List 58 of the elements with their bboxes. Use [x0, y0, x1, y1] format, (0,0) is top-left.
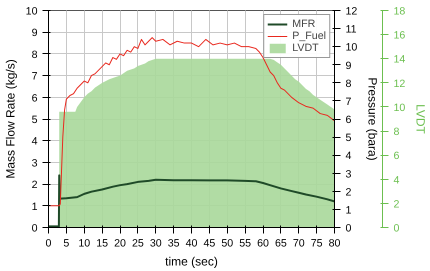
y-tick-label: 8 — [32, 48, 38, 61]
y-axis-title: Mass Flow Rate (kg/s) — [4, 59, 18, 179]
x-tick-label: 65 — [274, 238, 287, 250]
y2-tick-label: 11 — [346, 24, 357, 36]
y-tick-label: 1 — [32, 200, 38, 213]
x-tick-label: 35 — [168, 238, 180, 250]
y3-tick-label: 6 — [394, 150, 400, 162]
y2-tick-label: 5 — [346, 132, 352, 144]
legend-label: MFR — [292, 18, 316, 30]
y2-tick-label: 9 — [346, 60, 352, 72]
y3-tick-label: 10 — [394, 102, 406, 114]
y2-tick-label: 8 — [346, 78, 352, 90]
y2-tick-label: 1 — [346, 204, 352, 216]
y-tick-label: 2 — [32, 179, 38, 192]
x-tick-label: 75 — [310, 238, 323, 250]
y3-tick-label: 2 — [394, 198, 400, 210]
x-tick-label: 70 — [292, 238, 305, 250]
x-tick-label: 60 — [257, 238, 269, 250]
y-tick-label: 4 — [32, 136, 38, 148]
y-tick-label: 5 — [32, 114, 38, 126]
y-tick-label: 7 — [32, 70, 38, 83]
y2-tick-label: 7 — [346, 96, 352, 108]
y2-tick-label: 3 — [346, 168, 352, 180]
y3-tick-label: 14 — [394, 54, 406, 66]
x-tick-label: 40 — [186, 238, 198, 250]
x-tick-label: 15 — [96, 238, 108, 250]
y-tick-label: 3 — [32, 157, 38, 170]
y2-tick-label: 10 — [346, 42, 358, 54]
y3-tick-label: 12 — [394, 78, 406, 90]
y-tick-label: 9 — [32, 27, 38, 40]
y3-tick-label: 0 — [394, 222, 400, 234]
x-tick-label: 50 — [221, 238, 234, 250]
x-tick-label: 55 — [239, 238, 252, 250]
x-axis-title: time (sec) — [165, 254, 218, 268]
x-tick-label: 45 — [203, 238, 216, 250]
y3-axis-title: LVDT — [413, 104, 428, 135]
y-tick-label: 0 — [32, 222, 38, 234]
y3-tick-label: 8 — [394, 126, 400, 138]
x-tick-label: 5 — [63, 238, 70, 250]
y2-tick-label: 4 — [346, 150, 352, 162]
y2-tick-label: 12 — [346, 6, 358, 18]
x-tick-label: 0 — [46, 238, 52, 250]
y3-tick-label: 4 — [394, 174, 400, 186]
x-tick-label: 80 — [328, 238, 340, 250]
y2-axis-title: Pressure (bara) — [365, 77, 380, 161]
y3-tick-label: 16 — [394, 30, 406, 42]
legend-label: P_Fuel — [292, 30, 326, 42]
y2-tick-label: 0 — [346, 222, 352, 234]
y-tick-label: 10 — [26, 6, 38, 18]
y2-tick-label: 2 — [346, 186, 352, 198]
y-tick-label: 6 — [32, 92, 38, 104]
y2-tick-label: 6 — [346, 114, 352, 126]
x-tick-label: 30 — [150, 238, 162, 250]
y3-tick-label: 18 — [394, 6, 406, 18]
x-tick-label: 20 — [114, 238, 126, 250]
x-tick-label: 25 — [132, 238, 144, 250]
x-tick-label: 10 — [78, 238, 90, 250]
legend-label: LVDT — [292, 42, 319, 54]
